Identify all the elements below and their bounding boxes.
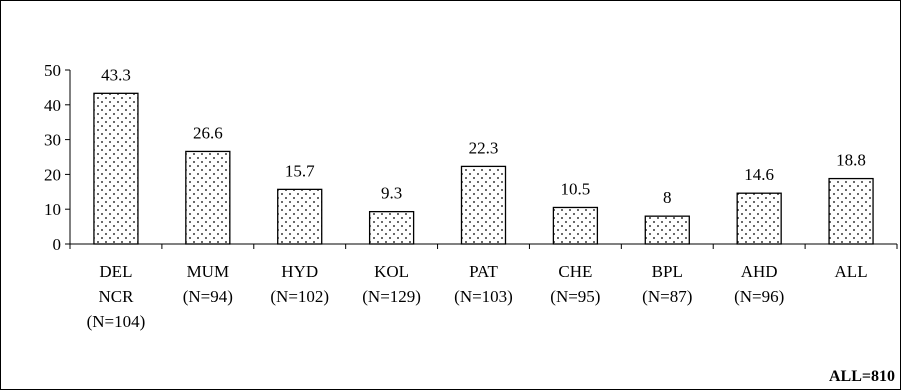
y-tick-label: 30 (44, 131, 61, 150)
y-tick-label: 50 (44, 61, 61, 80)
category-label: ALL (835, 262, 868, 281)
data-label: 26.6 (193, 123, 223, 142)
category-label: CHE (558, 262, 592, 281)
bar (277, 188, 323, 245)
data-label: 9.3 (381, 184, 402, 203)
bar (368, 210, 415, 245)
y-tick-label: 0 (53, 235, 62, 254)
category-label: NCR (98, 287, 134, 306)
category-label: (N=87) (642, 287, 692, 306)
category-label: (N=104) (87, 312, 146, 331)
bar (736, 192, 782, 245)
category-label: (N=94) (183, 287, 233, 306)
category-label: (N=102) (270, 287, 329, 306)
category-label: PAT (469, 262, 498, 281)
category-label: (N=96) (734, 287, 784, 306)
bar (185, 150, 231, 245)
category-label: AHD (741, 262, 778, 281)
total-sample-note: ALL=810 (828, 368, 895, 385)
data-label: 22.3 (469, 138, 499, 157)
y-tick-label: 10 (44, 200, 61, 219)
category-label: HYD (281, 262, 318, 281)
category-label: DEL (99, 262, 132, 281)
bar (644, 215, 690, 245)
category-label: (N=103) (454, 287, 513, 306)
data-label: 10.5 (561, 179, 591, 198)
category-label: (N=129) (362, 287, 421, 306)
category-label: (N=95) (550, 287, 600, 306)
data-label: 43.3 (101, 65, 131, 84)
data-label: 14.6 (744, 165, 774, 184)
chart-labels: 43.3 DEL NCR (N=104) 26.6 MUM (N=94) 15.7 HYD (N=… (87, 65, 868, 331)
bar (93, 92, 139, 245)
data-label: 15.7 (285, 161, 315, 180)
y-tick-label: 40 (44, 96, 61, 115)
category-label: BPL (652, 262, 683, 281)
category-label: MUM (187, 262, 230, 281)
bar (552, 206, 599, 245)
chart-bars (93, 92, 874, 245)
category-label: KOL (374, 262, 409, 281)
data-label: 8 (663, 188, 672, 207)
y-tick-label: 20 (44, 165, 61, 184)
bar (460, 165, 507, 245)
data-label: 18.8 (836, 151, 866, 170)
bar (828, 177, 874, 245)
